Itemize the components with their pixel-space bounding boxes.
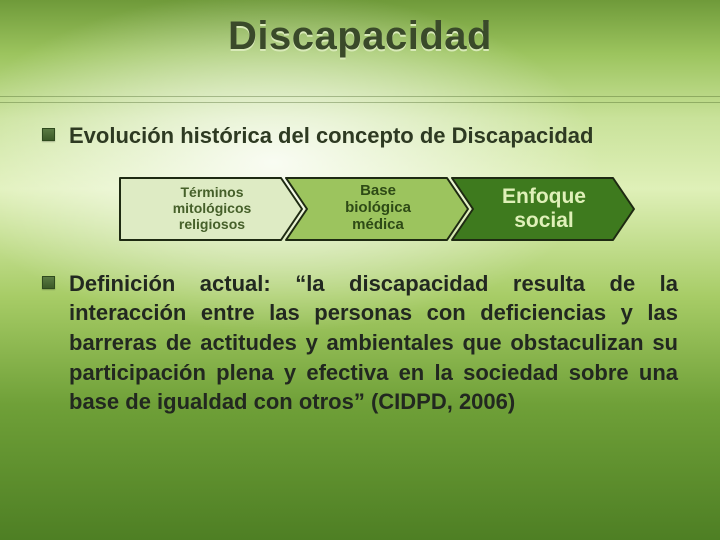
chevron-step-2: Basebiológicamédica [285, 177, 469, 241]
page-title: Discapacidad [0, 0, 720, 59]
chevron-label: Términosmitológicosreligiosos [151, 185, 272, 232]
bullet-icon [42, 276, 55, 289]
bullet-row-subtitle: Evolución histórica del concepto de Disc… [42, 121, 678, 151]
content-area: Evolución histórica del concepto de Disc… [0, 121, 720, 417]
chevron-step-3: Enfoquesocial [451, 177, 635, 241]
bullet-row-definition: Definición actual: “la discapacidad resu… [42, 269, 678, 417]
chevron-flow: Términosmitológicosreligiosos Basebiológi… [76, 177, 678, 241]
bullet-icon [42, 128, 55, 141]
definition-text: Definición actual: “la discapacidad resu… [69, 269, 678, 417]
divider-line-1 [0, 96, 720, 97]
chevron-step-1: Términosmitológicosreligiosos [119, 177, 303, 241]
divider-line-2 [0, 102, 720, 103]
subtitle-text: Evolución histórica del concepto de Disc… [69, 121, 593, 151]
chevron-label: Basebiológicamédica [323, 183, 431, 233]
chevron-label: Enfoquesocial [480, 185, 606, 232]
